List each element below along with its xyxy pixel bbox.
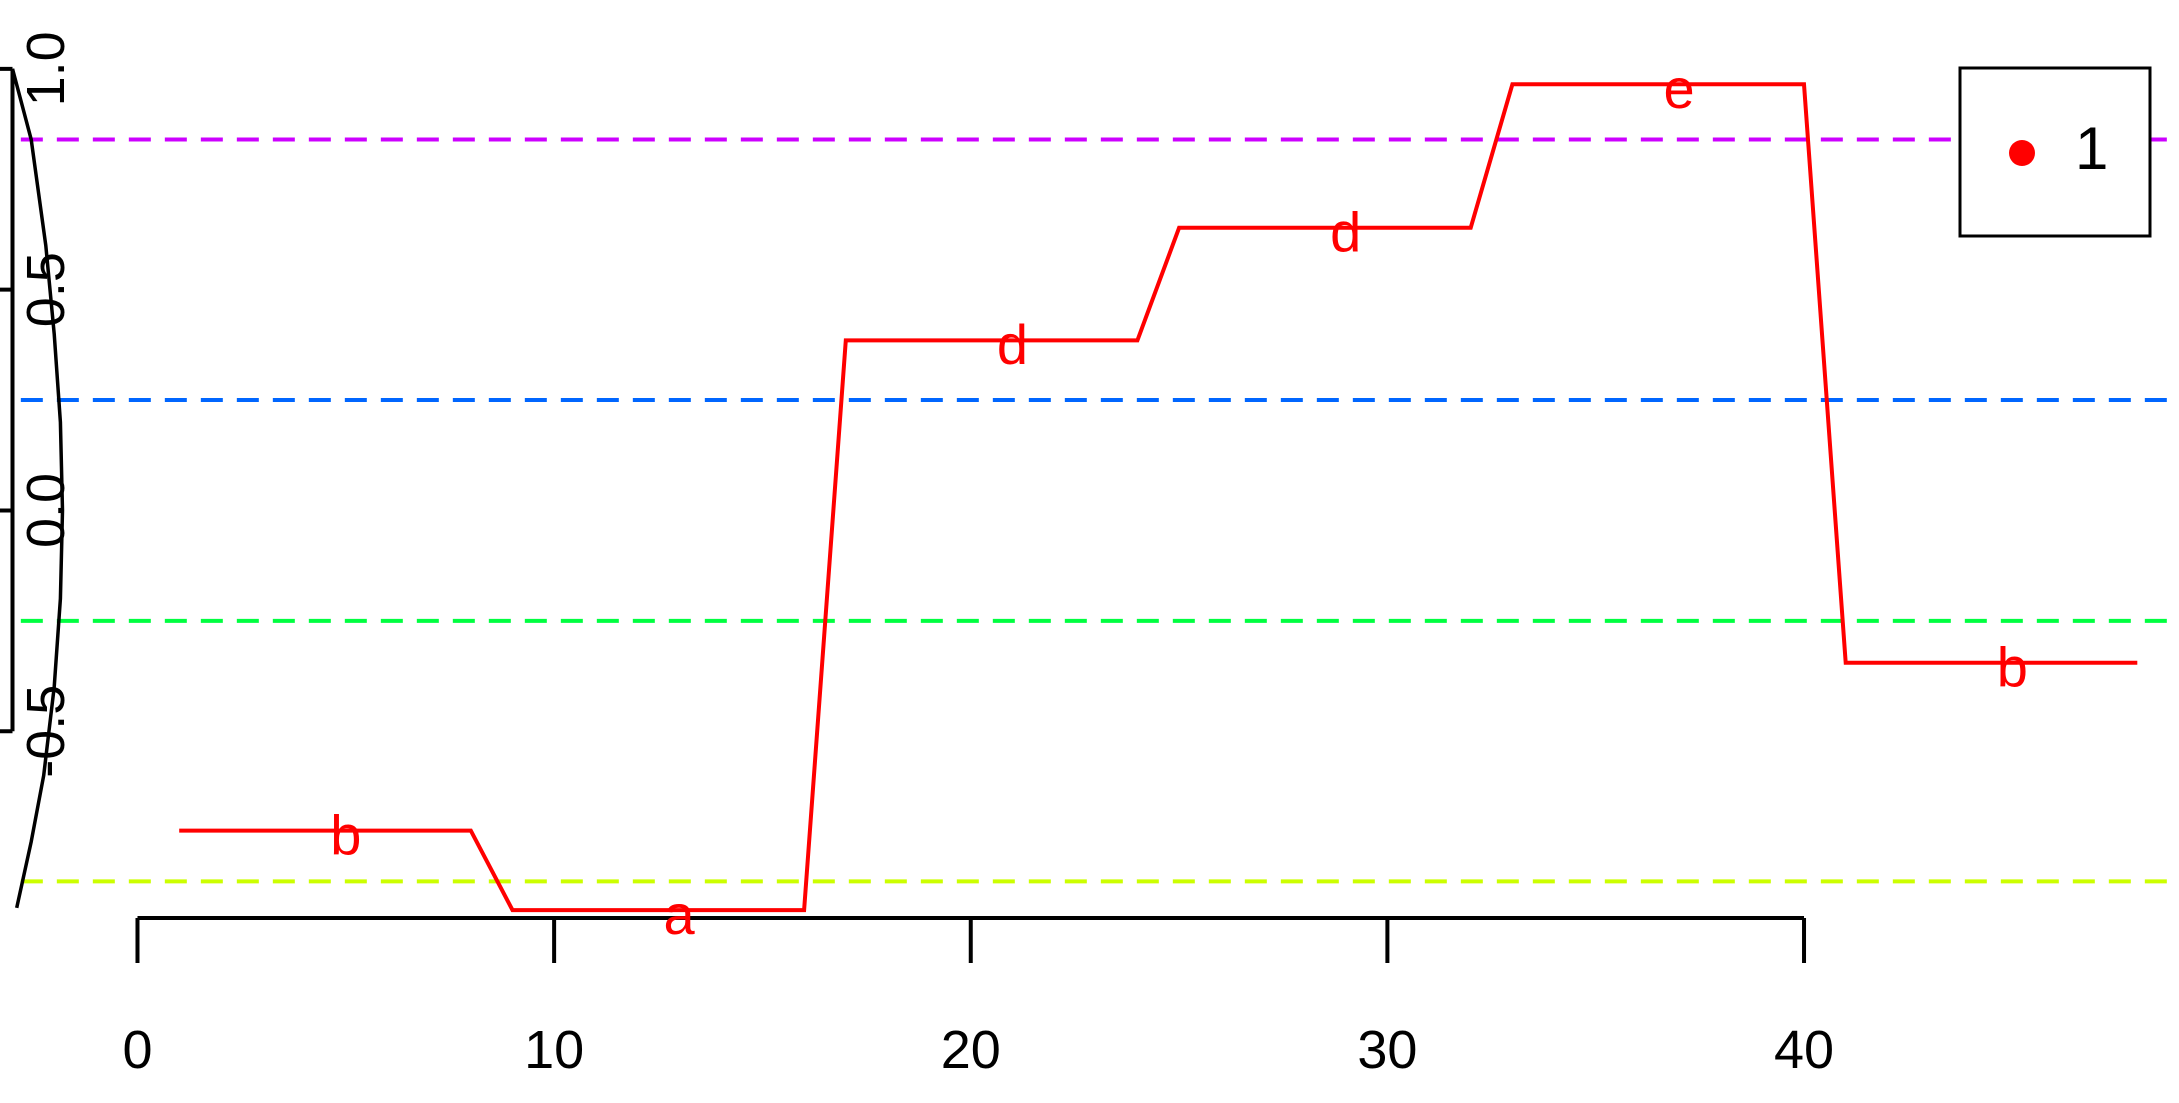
density-curve — [10, 68, 65, 909]
segment-label-4: e — [1663, 57, 1694, 120]
series-group — [179, 82, 2138, 913]
legend: 1 — [1958, 66, 2152, 238]
x-tick-label-3: 30 — [1357, 1020, 1417, 1080]
segment-label-0: b — [330, 803, 361, 866]
x-tick-label-0: 0 — [122, 1020, 152, 1080]
segment-label-5: b — [1997, 635, 2028, 698]
legend-label: 1 — [2075, 115, 2108, 182]
y-axis: -0.50.00.51.0 — [0, 31, 76, 778]
segment-label-1: a — [664, 883, 696, 946]
x-axis: 0 10 20 30 40 — [122, 916, 1834, 1080]
y-tick-label-3: 1.0 — [16, 31, 76, 106]
series-line-0 — [179, 82, 2138, 913]
reference-lines — [20, 137, 2179, 884]
density-curve-line — [10, 68, 65, 909]
x-tick-label-2: 20 — [941, 1020, 1001, 1080]
segment-label-2: d — [997, 313, 1028, 376]
legend-box — [1958, 66, 2152, 238]
y-tick-label-1: 0.0 — [16, 473, 76, 548]
segment-labels: b a d d e b — [330, 57, 2028, 946]
segment-label-3: d — [1330, 200, 1361, 263]
legend-marker — [2009, 140, 2035, 166]
x-tick-label-4: 40 — [1774, 1020, 1834, 1080]
x-tick-label-1: 10 — [524, 1020, 584, 1080]
